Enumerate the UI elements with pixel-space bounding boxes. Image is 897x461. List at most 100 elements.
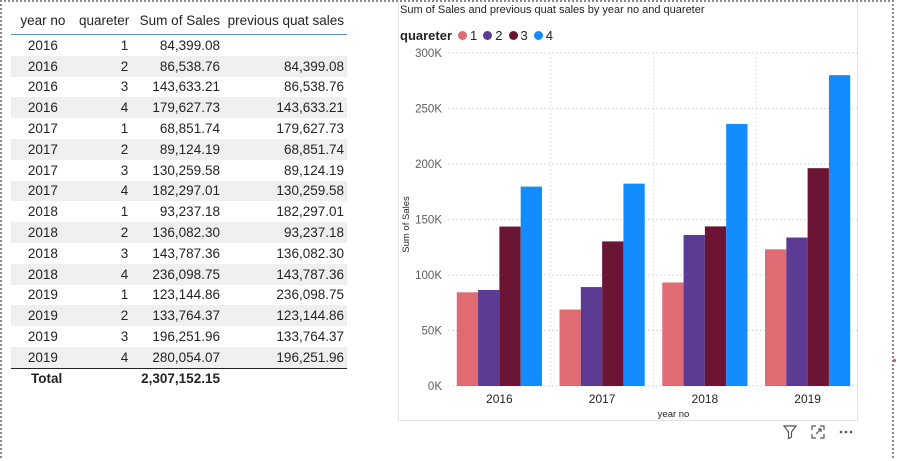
bar-2016-q1[interactable] xyxy=(456,292,479,386)
cell-year-no: 2017 xyxy=(11,180,75,202)
cell-sum-of-sales: 143,633.21 xyxy=(152,79,220,95)
table-row[interactable]: 2016 3 143,633.21 86,538.76 xyxy=(11,77,347,98)
chart-frame xyxy=(398,2,858,421)
cell-year-no: 2018 xyxy=(11,222,75,243)
cell-previous-quat-sales: 133,764.37 xyxy=(276,329,344,345)
bar-2017-q4[interactable] xyxy=(623,183,645,386)
table-row[interactable]: 2018 3 143,787.36 136,082.30 xyxy=(11,243,347,264)
legend-item[interactable]: 1 xyxy=(458,28,477,43)
table-row[interactable]: 2019 1 123,144.86 236,098.75 xyxy=(11,285,347,306)
cell-sum-of-sales: 68,851.74 xyxy=(159,121,220,137)
chart-legend[interactable]: quareter 1 2 3 4 xyxy=(400,28,559,43)
cell-previous-quat-sales: 196,251.96 xyxy=(222,346,347,369)
table-row[interactable]: 2018 2 136,082.30 93,237.18 xyxy=(11,222,347,243)
cell-sum-of-sales: 84,399.08 xyxy=(159,37,220,53)
cell-sum-of-sales: 123,144.86 xyxy=(152,287,220,303)
bar-2016-q3[interactable] xyxy=(499,226,521,386)
clustered-bar-chart[interactable]: Sum of Sales and previous quat sales by … xyxy=(398,2,859,422)
table-row[interactable]: 2018 4 236,098.75 143,787.36 xyxy=(11,263,347,285)
bar-2018-q4[interactable] xyxy=(726,123,748,386)
focus-mode-icon[interactable] xyxy=(810,424,826,443)
canvas-marker xyxy=(893,359,896,362)
header-year-no[interactable]: year no xyxy=(11,6,75,35)
legend-item[interactable]: 4 xyxy=(533,28,553,43)
bar-2019-q4[interactable] xyxy=(828,75,851,386)
y-tick-label: 50K xyxy=(422,326,443,338)
cell-sum-of-sales: 136,082.30 xyxy=(132,222,223,243)
table-row[interactable]: 2017 2 89,124.19 68,851.74 xyxy=(11,138,347,160)
cell-year-no: 2016 xyxy=(11,97,75,119)
cell-quareter: 2 xyxy=(74,138,133,160)
cell-sum-of-sales: 182,297.01 xyxy=(132,180,223,202)
more-options-icon[interactable] xyxy=(838,424,854,443)
bar-2017-q2[interactable] xyxy=(580,287,603,386)
total-label: Total xyxy=(11,367,75,389)
cell-year-no: 2018 xyxy=(27,204,58,220)
bar-2017-q1[interactable] xyxy=(559,309,581,386)
table-total-row: Total 2,307,152.15 xyxy=(11,367,347,389)
cell-sum-of-sales: 143,787.36 xyxy=(152,245,220,261)
table-row[interactable]: 2017 1 68,851.74 179,627.73 xyxy=(11,118,347,139)
chart-plot-area[interactable]: 0K 50K 100K 150K 200K 250K 300K 2016 2017 2018 201… xyxy=(398,2,859,422)
legend-swatch xyxy=(508,31,518,40)
bar-2016-q2[interactable] xyxy=(478,289,500,386)
cell-previous-quat-sales: 68,851.74 xyxy=(222,138,347,160)
cell-sum-of-sales: 130,259.58 xyxy=(152,162,220,178)
cell-previous-quat-sales: 89,124.19 xyxy=(283,162,344,178)
bar-2019-q3[interactable] xyxy=(807,168,829,386)
table-row[interactable]: 2019 2 133,764.37 123,144.86 xyxy=(11,305,347,327)
legend-swatch xyxy=(483,31,493,40)
filter-icon[interactable] xyxy=(782,424,798,443)
sales-table[interactable]: year no quareter Sum of Sales previous q… xyxy=(11,6,347,389)
table-row[interactable]: 2016 1 84,399.08 xyxy=(11,35,347,56)
cell-year-no: 2017 xyxy=(27,162,58,178)
total-prev xyxy=(222,367,347,389)
table-row[interactable]: 2019 3 196,251.96 133,764.37 xyxy=(11,326,347,347)
header-sum-of-sales[interactable]: Sum of Sales xyxy=(132,6,223,35)
cell-quareter: 1 xyxy=(120,287,129,303)
cell-year-no: 2018 xyxy=(27,245,58,261)
table-row[interactable]: 2017 4 182,297.01 130,259.58 xyxy=(11,180,347,202)
legend-item[interactable]: 3 xyxy=(508,28,528,43)
cell-quareter: 3 xyxy=(120,162,129,178)
x-tick-label: 2019 xyxy=(794,392,821,406)
cell-quareter: 4 xyxy=(74,346,133,369)
cell-previous-quat-sales: 179,627.73 xyxy=(276,121,344,137)
header-previous-quat-sales[interactable]: previous quat sales xyxy=(222,6,347,35)
legend-title: quareter xyxy=(400,28,453,43)
x-axis-title: year no xyxy=(658,409,690,420)
table-row[interactable]: 2018 1 93,237.18 182,297.01 xyxy=(11,201,347,222)
legend-item[interactable]: 2 xyxy=(483,28,503,43)
y-tick-label: 150K xyxy=(415,215,442,227)
bar-2019-q1[interactable] xyxy=(765,249,787,386)
cell-year-no: 2018 xyxy=(11,263,75,285)
table-row[interactable]: 2016 4 179,627.73 143,633.21 xyxy=(11,97,347,119)
table-row[interactable]: 2017 3 130,259.58 89,124.19 xyxy=(11,160,347,181)
legend-label: 3 xyxy=(520,28,528,43)
cell-quareter: 2 xyxy=(74,305,133,327)
cell-year-no: 2017 xyxy=(27,121,58,137)
cell-previous-quat-sales: 136,082.30 xyxy=(276,245,344,261)
cell-previous-quat-sales: 143,633.21 xyxy=(222,97,347,119)
bar-2018-q1[interactable] xyxy=(662,282,684,386)
table-row[interactable]: 2016 2 86,538.76 84,399.08 xyxy=(11,55,347,77)
bar-2016-q4[interactable] xyxy=(520,186,542,386)
cell-previous-quat-sales xyxy=(223,35,347,56)
bar-2018-q2[interactable] xyxy=(683,234,705,386)
table-row[interactable]: 2019 4 280,054.07 196,251.96 xyxy=(11,346,347,369)
cell-year-no: 2019 xyxy=(11,305,75,327)
bar-2019-q2[interactable] xyxy=(786,237,808,386)
visual-toolbar xyxy=(782,424,854,443)
y-tick-label: 300K xyxy=(415,48,442,60)
x-tick-label: 2016 xyxy=(486,392,513,406)
x-tick-label: 2018 xyxy=(692,392,719,406)
cell-quareter: 1 xyxy=(120,204,129,220)
bar-2018-q3[interactable] xyxy=(704,226,727,386)
header-quareter[interactable]: quareter xyxy=(74,6,133,35)
cell-quareter: 3 xyxy=(120,79,129,95)
cell-sum-of-sales: 236,098.75 xyxy=(132,263,223,285)
cell-quareter: 4 xyxy=(74,180,133,202)
cell-year-no: 2019 xyxy=(27,329,58,345)
bar-2017-q3[interactable] xyxy=(602,241,624,386)
